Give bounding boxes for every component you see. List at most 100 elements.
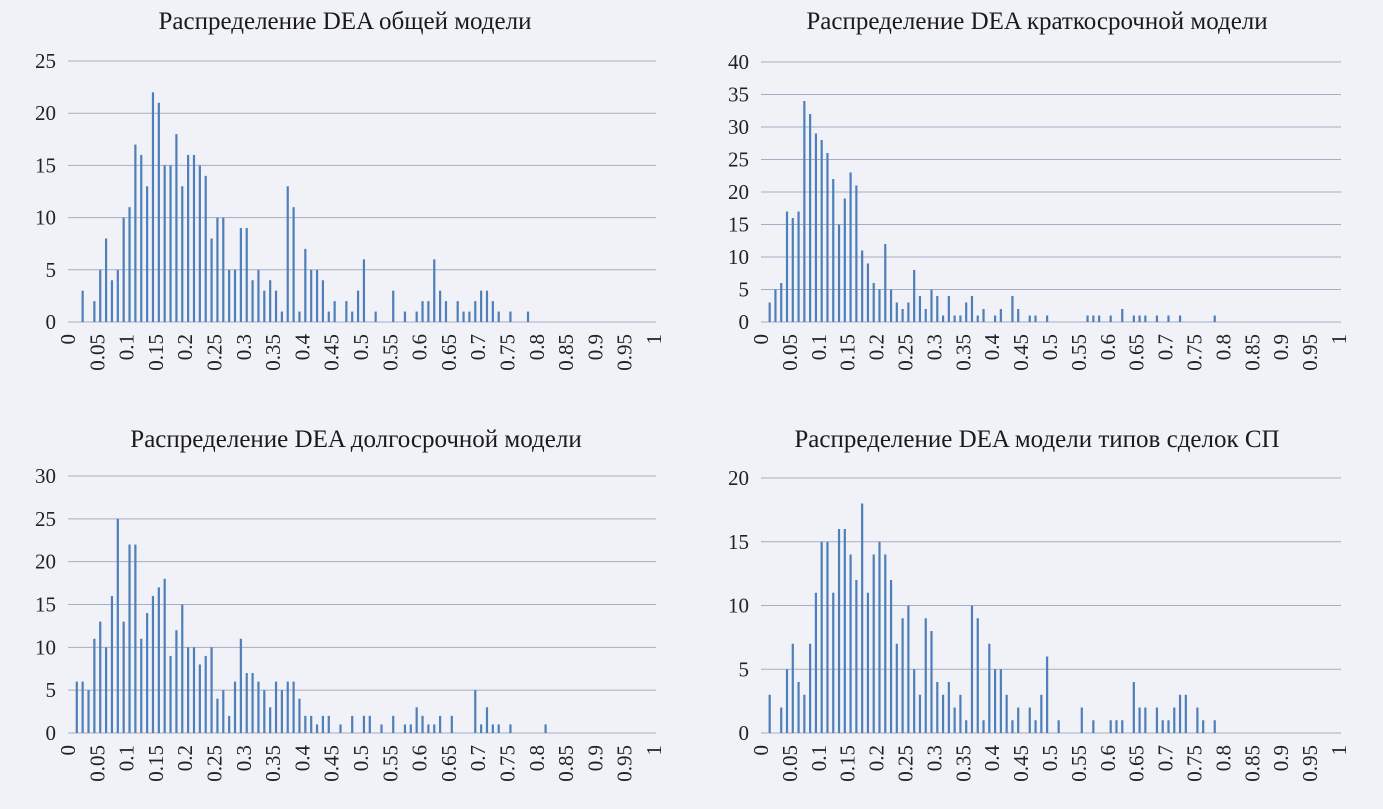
histogram-bar <box>843 198 846 322</box>
histogram-bar <box>924 618 927 733</box>
histogram-bar <box>1202 720 1205 733</box>
histogram-bar <box>1138 315 1141 322</box>
histogram-bar <box>1034 315 1037 322</box>
x-tick-label: 0.7 <box>1154 745 1178 771</box>
histogram-bar <box>970 296 974 322</box>
x-tick-label: 0.75 <box>496 334 520 371</box>
histogram-bar <box>321 280 325 322</box>
histogram-bar <box>849 554 852 733</box>
histogram-bar <box>110 280 114 322</box>
histogram-bar <box>87 690 90 733</box>
y-tick-label: 40 <box>728 50 749 74</box>
histogram-bar <box>403 311 407 322</box>
histogram-bar <box>251 673 254 733</box>
histogram-bar <box>791 643 794 733</box>
histogram-bar <box>99 621 102 733</box>
x-tick-label: 0.1 <box>807 334 831 360</box>
chart-panel-general: Распределение DEA общей модели 0 5 10 15 20 2… <box>0 0 690 400</box>
y-tick-label: 0 <box>739 310 750 334</box>
histogram-bar <box>965 302 968 322</box>
x-tick-label: 0.35 <box>951 745 975 782</box>
histogram-bar <box>837 529 841 733</box>
histogram-bar <box>421 301 424 322</box>
histogram-bar <box>907 605 910 733</box>
y-tick-label: 10 <box>728 245 749 269</box>
histogram-bar <box>1011 720 1014 733</box>
histogram-bar <box>1098 315 1101 322</box>
histogram-bar <box>1005 694 1008 733</box>
histogram-bar <box>1178 694 1182 733</box>
histogram-bar <box>157 102 160 322</box>
histogram-bar <box>832 179 835 322</box>
x-tick-label: 1 <box>1327 334 1351 345</box>
histogram-bar <box>814 133 818 322</box>
x-tick-label: 0.4 <box>980 334 1004 361</box>
histogram-bar <box>1034 720 1037 733</box>
x-tick-label: 0.8 <box>1211 334 1235 360</box>
x-tick-label: 0.85 <box>1240 334 1264 371</box>
x-tick-label: 0.95 <box>1298 745 1322 782</box>
chart-panel-long-term: Распределение DEA долгосрочной модели 0 5… <box>0 402 690 804</box>
histogram-bar <box>878 541 881 733</box>
histogram-bar <box>497 724 500 733</box>
histogram-bar <box>239 228 242 322</box>
x-tick-label: 0.9 <box>1269 334 1293 360</box>
histogram-bar <box>351 715 354 733</box>
y-tick-label: 15 <box>35 593 56 617</box>
histogram-bar <box>374 311 377 322</box>
histogram-bar <box>1213 315 1216 322</box>
histogram-bar <box>924 309 927 322</box>
histogram-bar <box>1109 315 1112 322</box>
histogram-bar <box>427 301 430 322</box>
histogram-bar <box>228 269 231 322</box>
histogram-bar <box>907 302 910 322</box>
x-tick-label: 0.05 <box>85 745 109 782</box>
x-tick-label: 0.5 <box>1038 334 1062 360</box>
chart-title: Распределение DEA долгосрочной модели <box>130 426 582 453</box>
histogram-bar <box>1167 315 1170 322</box>
histogram-bar <box>181 186 184 322</box>
y-tick-label: 0 <box>46 310 57 334</box>
histogram-bar <box>901 309 904 322</box>
x-tick-label: 0.65 <box>437 745 461 782</box>
histogram-bar <box>1161 720 1164 733</box>
histogram-bar <box>947 296 950 322</box>
histogram-bar <box>861 503 864 733</box>
histogram-bar <box>1046 315 1049 322</box>
histogram-bar <box>1155 315 1159 322</box>
histogram-bar <box>1121 720 1124 733</box>
histogram-bar <box>884 554 887 733</box>
x-tick-label: 0 <box>56 745 80 756</box>
histogram-bar <box>140 154 143 322</box>
histogram-bar <box>509 724 512 733</box>
histogram-bar <box>81 290 84 322</box>
histogram-bar <box>122 621 125 733</box>
x-tick-label: 0.75 <box>1183 745 1207 782</box>
histogram-bar <box>1092 720 1095 733</box>
x-tick-label: 0.25 <box>894 334 918 371</box>
x-tick-label: 0.3 <box>922 334 946 360</box>
histogram-bar <box>286 186 289 322</box>
histogram-bar <box>820 140 823 322</box>
histogram-bar <box>855 580 858 733</box>
histogram-bar <box>965 720 968 733</box>
histogram-bar <box>797 211 800 322</box>
histogram-bar <box>263 690 266 733</box>
histogram-bar <box>233 269 237 322</box>
histogram-bar <box>1028 315 1031 322</box>
y-tick-label: 10 <box>35 635 56 659</box>
histogram-bar <box>345 301 348 322</box>
x-tick-label: 0.85 <box>554 745 578 782</box>
histogram-bar <box>274 290 278 322</box>
histogram-bar <box>959 694 962 733</box>
histogram-bar <box>930 289 933 322</box>
histogram-bar <box>889 289 893 322</box>
histogram-bar <box>936 682 939 733</box>
histogram-bar <box>151 92 155 322</box>
x-tick-label: 0.8 <box>525 334 549 360</box>
histogram-bar <box>837 224 841 322</box>
histogram-bar <box>415 707 418 733</box>
histogram-bar <box>976 315 979 322</box>
histogram-bar <box>204 175 207 322</box>
